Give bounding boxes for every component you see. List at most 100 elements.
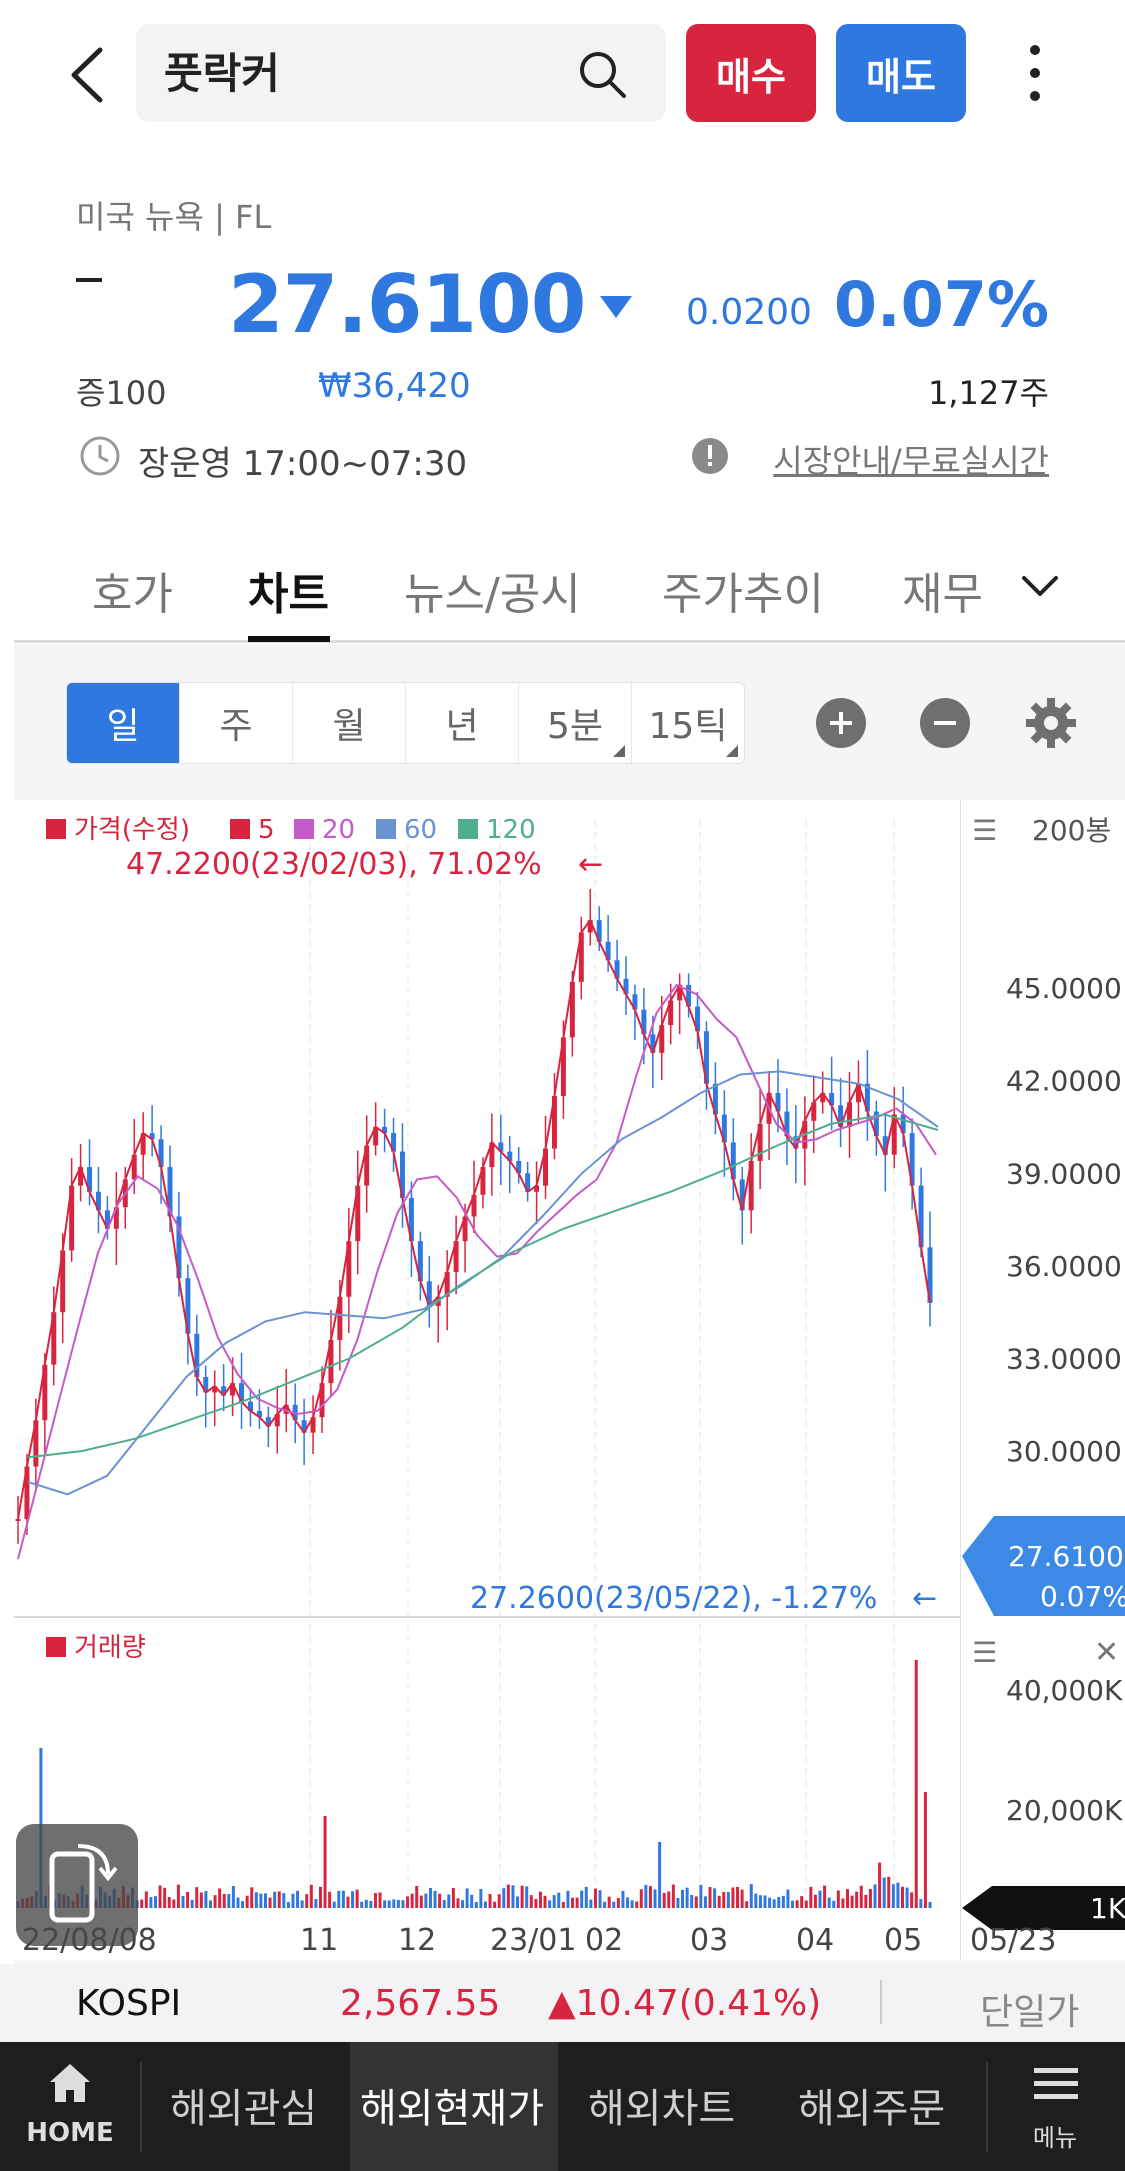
period-day[interactable]: 일	[67, 683, 180, 763]
search-input[interactable]: 풋락커	[164, 49, 280, 98]
nav-overseas-watchlist[interactable]: 해외관심	[170, 2086, 318, 2132]
nav-menu[interactable]: 메뉴	[1000, 2042, 1125, 2171]
period-month[interactable]: 월	[293, 683, 406, 763]
moving-average-lines	[17, 918, 939, 1560]
volume-bar	[795, 1900, 799, 1908]
volume-bar	[681, 1889, 685, 1908]
candle-body	[283, 1404, 289, 1415]
volume-bar	[827, 1897, 831, 1908]
sell-button[interactable]: 매도	[836, 24, 966, 122]
candle-body	[784, 1111, 790, 1137]
volume-bar	[442, 1900, 446, 1908]
period-5min[interactable]: 5분	[519, 683, 632, 763]
period-15tick[interactable]: 15틱	[632, 683, 744, 763]
volume-bar	[222, 1893, 226, 1908]
back-button[interactable]	[60, 40, 120, 110]
volume-bar	[575, 1897, 579, 1908]
period-year[interactable]: 년	[406, 683, 519, 763]
search-box[interactable]	[136, 24, 666, 122]
x-tick-label: 12	[398, 1923, 436, 1958]
current-price-tag-pct: 0.07%	[1040, 1580, 1125, 1613]
zoom-out-button[interactable]	[920, 698, 970, 748]
candle-body	[686, 984, 692, 1007]
index-change: ▲10.47(0.41%)	[548, 1983, 822, 2024]
tab-chart[interactable]: 차트	[248, 569, 329, 620]
candle-body	[775, 1093, 781, 1112]
rotate-icon	[49, 1844, 118, 1923]
volume-bar	[616, 1897, 620, 1908]
candle-body	[373, 1126, 379, 1146]
candle-body	[453, 1241, 459, 1273]
volume-bar	[571, 1897, 575, 1908]
volume-bar	[250, 1887, 254, 1908]
candle-body	[605, 941, 611, 961]
volume-bar	[213, 1895, 217, 1908]
volume-bar	[850, 1895, 854, 1908]
volume-bar	[392, 1899, 396, 1908]
rotate-screen-button[interactable]	[16, 1824, 138, 1946]
candle-body	[507, 1151, 513, 1161]
volume-bar	[708, 1887, 712, 1908]
market-info-link[interactable]: 시장안내/무료실시간	[773, 442, 1049, 480]
index-name: KOSPI	[76, 1983, 182, 2024]
volume-bar	[534, 1898, 538, 1908]
volume-bar	[580, 1890, 584, 1908]
legend-volume-swatch	[46, 1637, 66, 1657]
volume-bar	[144, 1891, 148, 1908]
more-menu-icon[interactable]	[1020, 40, 1050, 110]
dropdown-corner-icon	[726, 745, 738, 757]
candle-body	[918, 1185, 924, 1248]
volume-bar	[676, 1897, 680, 1908]
volume-bar	[923, 1792, 927, 1908]
volume-bar	[529, 1895, 533, 1908]
y-tick-label: 30.0000	[1006, 1435, 1122, 1468]
tab-news[interactable]: 뉴스/공시	[404, 569, 581, 620]
single-price-toggle[interactable]: 단일가	[980, 1992, 1080, 2033]
candle-body	[355, 1185, 361, 1242]
search-icon[interactable]	[576, 48, 628, 104]
tab-orderbook[interactable]: 호가	[92, 569, 173, 620]
volume-bar	[887, 1876, 891, 1908]
chevron-down-icon[interactable]	[1018, 570, 1062, 604]
candle-body	[909, 1133, 915, 1186]
zoom-in-button[interactable]	[816, 698, 866, 748]
volume-bar	[566, 1890, 570, 1908]
x-tick-label: 05/23	[970, 1923, 1056, 1958]
volume-bar	[717, 1895, 721, 1908]
candle-body	[444, 1272, 450, 1297]
nav-overseas-chart[interactable]: 해외차트	[588, 2086, 736, 2132]
nav-overseas-quote[interactable]: 해외현재가	[360, 2086, 544, 2132]
legend-ma5-swatch	[230, 819, 250, 839]
period-week[interactable]: 주	[180, 683, 293, 763]
volume-bar	[639, 1889, 643, 1908]
candle-body	[256, 1410, 262, 1418]
volume-bar	[167, 1897, 171, 1908]
chart-settings-button[interactable]	[1024, 696, 1078, 754]
volume-tick-20000: 20,000K	[1006, 1794, 1123, 1827]
chart-area[interactable]	[14, 800, 960, 1960]
market-label: 미국 뉴욕 | FL	[76, 198, 272, 236]
legend-ma120-swatch	[458, 819, 478, 839]
candle-body	[185, 1278, 191, 1334]
candle-body	[319, 1383, 325, 1418]
volume-bar	[493, 1901, 497, 1908]
buy-button[interactable]: 매수	[686, 24, 816, 122]
y-axis-ticks: 45.0000 42.0000 39.0000 36.0000 33.0000 30.00…	[1006, 972, 1122, 1468]
minus-icon	[934, 721, 956, 725]
tab-financials[interactable]: 재무	[902, 569, 983, 620]
volume-bar	[713, 1888, 717, 1908]
volume-bar	[506, 1884, 510, 1908]
tab-price-trend[interactable]: 주가추이	[662, 569, 824, 620]
candle-body	[274, 1414, 280, 1427]
candle-body	[51, 1312, 57, 1365]
nav-home[interactable]: HOME	[0, 2042, 140, 2171]
volume-bar	[263, 1893, 267, 1908]
index-ticker-bar[interactable]	[0, 1964, 1125, 2042]
nav-overseas-order[interactable]: 해외주문	[798, 2086, 946, 2132]
volume-bar	[410, 1893, 414, 1908]
volume-bar	[511, 1885, 515, 1908]
candle-body	[60, 1250, 66, 1313]
plus-icon	[830, 712, 852, 734]
volume-bar	[781, 1895, 785, 1908]
volume-bar	[878, 1862, 882, 1908]
